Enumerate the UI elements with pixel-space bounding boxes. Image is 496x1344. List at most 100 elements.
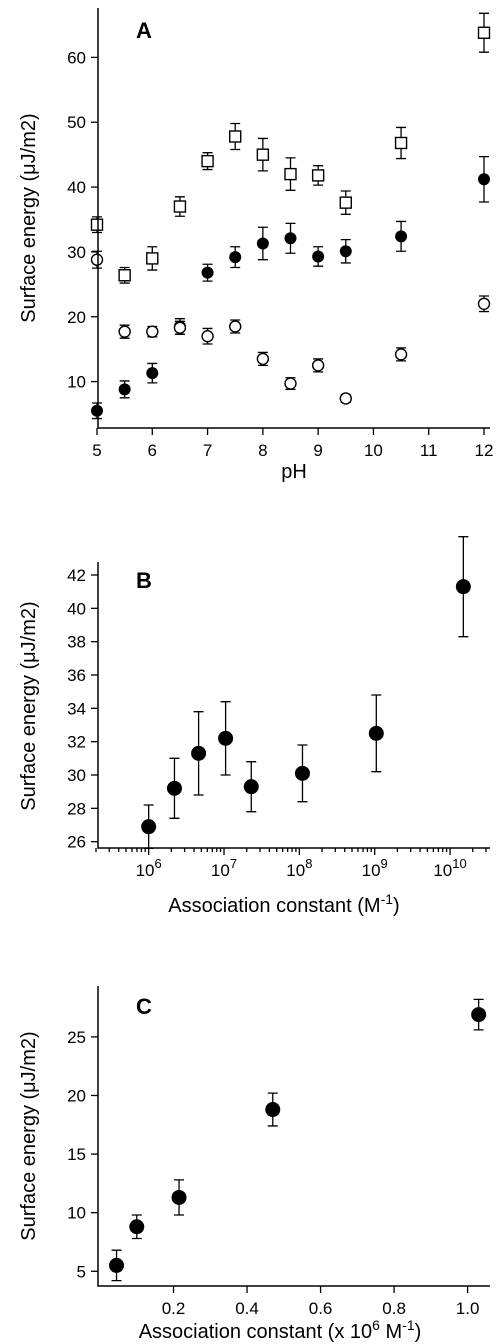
- panel-c-y-ticks: 5 10 15 20 25: [67, 1028, 98, 1281]
- panel-c-x-axis-label-sup2: -1: [402, 1317, 415, 1333]
- panel-a-x-tick-label: 10: [364, 441, 383, 460]
- open-square-marker: [90, 218, 104, 231]
- open-circle-marker: [477, 297, 491, 310]
- open-circle-marker: [173, 321, 187, 334]
- filled-circle-marker: [201, 266, 214, 279]
- filled-circle-marker: [256, 237, 269, 250]
- panel-a-y-tick-label: 10: [67, 373, 86, 392]
- panel-c-x-axis-label-sup: 6: [372, 1317, 380, 1333]
- panel-a-x-tick-label: 5: [92, 441, 101, 460]
- panel-a-x-axis-label: pH: [281, 461, 307, 483]
- filled-circle-marker: [218, 730, 234, 746]
- filled-circle-marker: [284, 232, 297, 245]
- panel-a-data-point: [118, 380, 131, 399]
- panel-a-x-tick-label: 8: [258, 441, 267, 460]
- panel-a-data-point: [146, 246, 159, 271]
- filled-circle-marker: [339, 245, 352, 258]
- panel-a-data-point: [146, 325, 159, 338]
- open-circle-marker: [118, 325, 131, 338]
- panel-b-y-tick-label: 40: [67, 599, 86, 618]
- panel-c-data-point: [109, 1249, 125, 1282]
- panel-b-marks: [141, 536, 471, 849]
- panel-a-data-point: [284, 222, 297, 254]
- open-circle-marker: [256, 352, 270, 366]
- panel-c-y-tick-label: 20: [67, 1086, 86, 1105]
- panel-b-x-axis-label-main: Association constant (M: [168, 895, 380, 917]
- panel-b-x-axis-label-tail: ): [393, 895, 400, 917]
- panel-c-x-axis-label-main: Association constant (x 10: [139, 1321, 372, 1343]
- panel-b-x-ticks: 106 107 108 109 1010: [95, 848, 487, 880]
- filled-circle-marker: [166, 780, 182, 796]
- open-circle-marker: [201, 330, 214, 343]
- open-square-marker: [118, 269, 131, 282]
- open-square-marker: [394, 136, 408, 150]
- filled-circle-marker: [294, 765, 310, 781]
- panel-c-data-point: [129, 1214, 145, 1240]
- panel-a-x-ticks: 5 6 7 8 9 10 11 12: [92, 428, 493, 460]
- panel-b-x-tick-base: 10: [136, 861, 155, 880]
- panel-a-x-tick-label: 12: [475, 441, 494, 460]
- panel-a-data-point: [477, 12, 491, 53]
- panel-a-data-point: [256, 226, 269, 261]
- panel-a-data-point: [284, 377, 297, 391]
- panel-b-x-tick-exp: 7: [230, 856, 237, 871]
- panel-c-data-point: [471, 998, 487, 1031]
- panel-b-data-point: [218, 701, 234, 776]
- open-circle-marker: [146, 325, 159, 338]
- open-circle-marker: [339, 392, 352, 405]
- panel-c-data-point: [265, 1092, 281, 1127]
- panel-c-x-tick-label: 0.2: [162, 1299, 186, 1318]
- panel-a-data-point: [477, 295, 491, 313]
- panel-b-y-axis-label: Surface energy (μJ/m2): [18, 601, 40, 810]
- panel-b-x-tick-exp: 6: [155, 856, 162, 871]
- filled-circle-marker: [229, 251, 242, 264]
- panel-a: 10 20 30 40 50 60 5 6 7 8 9 10 11 12 A pH Surface en…: [18, 8, 493, 483]
- panel-a-data-point: [229, 122, 242, 151]
- panel-b-y-tick-label: 28: [67, 799, 86, 818]
- panel-c-x-axis-label-tail: ): [415, 1321, 422, 1343]
- filled-circle-marker: [265, 1102, 281, 1118]
- panel-a-letter: A: [136, 18, 152, 43]
- panel-c-x-tick-label: 0.6: [309, 1299, 333, 1318]
- panel-a-y-tick-label: 60: [67, 48, 86, 67]
- panel-b-data-point: [191, 711, 207, 796]
- filled-circle-marker: [191, 745, 207, 761]
- panel-b-data-point: [243, 761, 259, 813]
- open-circle-marker: [394, 348, 408, 361]
- panel-c-y-tick-label: 10: [67, 1204, 86, 1223]
- panel-c: 5 10 15 20 25 0.2 0.4 0.6 0.8 1.0 C Association …: [18, 986, 490, 1343]
- panel-c-x-ticks: 0.2 0.4 0.6 0.8 1.0: [162, 1286, 479, 1318]
- panel-a-data-point: [312, 246, 325, 267]
- panel-b-x-tick-exp: 10: [452, 856, 466, 871]
- panel-b-y-ticks: 26 28 30 32 34 36 38 40 42: [67, 566, 98, 852]
- panel-b-x-tick-base: 10: [286, 861, 305, 880]
- filled-circle-marker: [455, 579, 471, 595]
- panel-c-axes: [97, 986, 490, 1287]
- open-square-marker: [146, 252, 159, 265]
- open-square-marker: [256, 148, 270, 161]
- filled-circle-marker: [141, 819, 157, 835]
- open-circle-marker: [284, 377, 297, 390]
- panel-c-y-tick-label: 25: [67, 1028, 86, 1047]
- panel-b-y-tick-label: 32: [67, 733, 86, 752]
- filled-circle-marker: [478, 173, 490, 186]
- filled-circle-marker: [91, 404, 103, 417]
- filled-circle-marker: [312, 250, 325, 263]
- panel-b-y-tick-label: 38: [67, 633, 86, 652]
- panel-b-data-point: [368, 694, 384, 773]
- panel-a-data-point: [229, 246, 242, 269]
- panel-b-x-tick-label: 108: [286, 856, 312, 880]
- panel-a-data-point: [201, 263, 214, 282]
- panel-a-data-point: [256, 137, 270, 172]
- panel-a-data-point: [339, 190, 352, 215]
- panel-a-data-point: [118, 266, 131, 284]
- panel-b-x-tick-label: 106: [136, 856, 162, 880]
- panel-a-x-tick-label: 11: [420, 441, 438, 460]
- panel-b-y-tick-label: 42: [67, 566, 86, 585]
- filled-circle-marker: [243, 779, 259, 795]
- panel-a-data-point: [284, 157, 297, 191]
- filled-circle-marker: [146, 367, 159, 380]
- filled-circle-marker: [109, 1257, 125, 1273]
- open-square-marker: [284, 167, 297, 181]
